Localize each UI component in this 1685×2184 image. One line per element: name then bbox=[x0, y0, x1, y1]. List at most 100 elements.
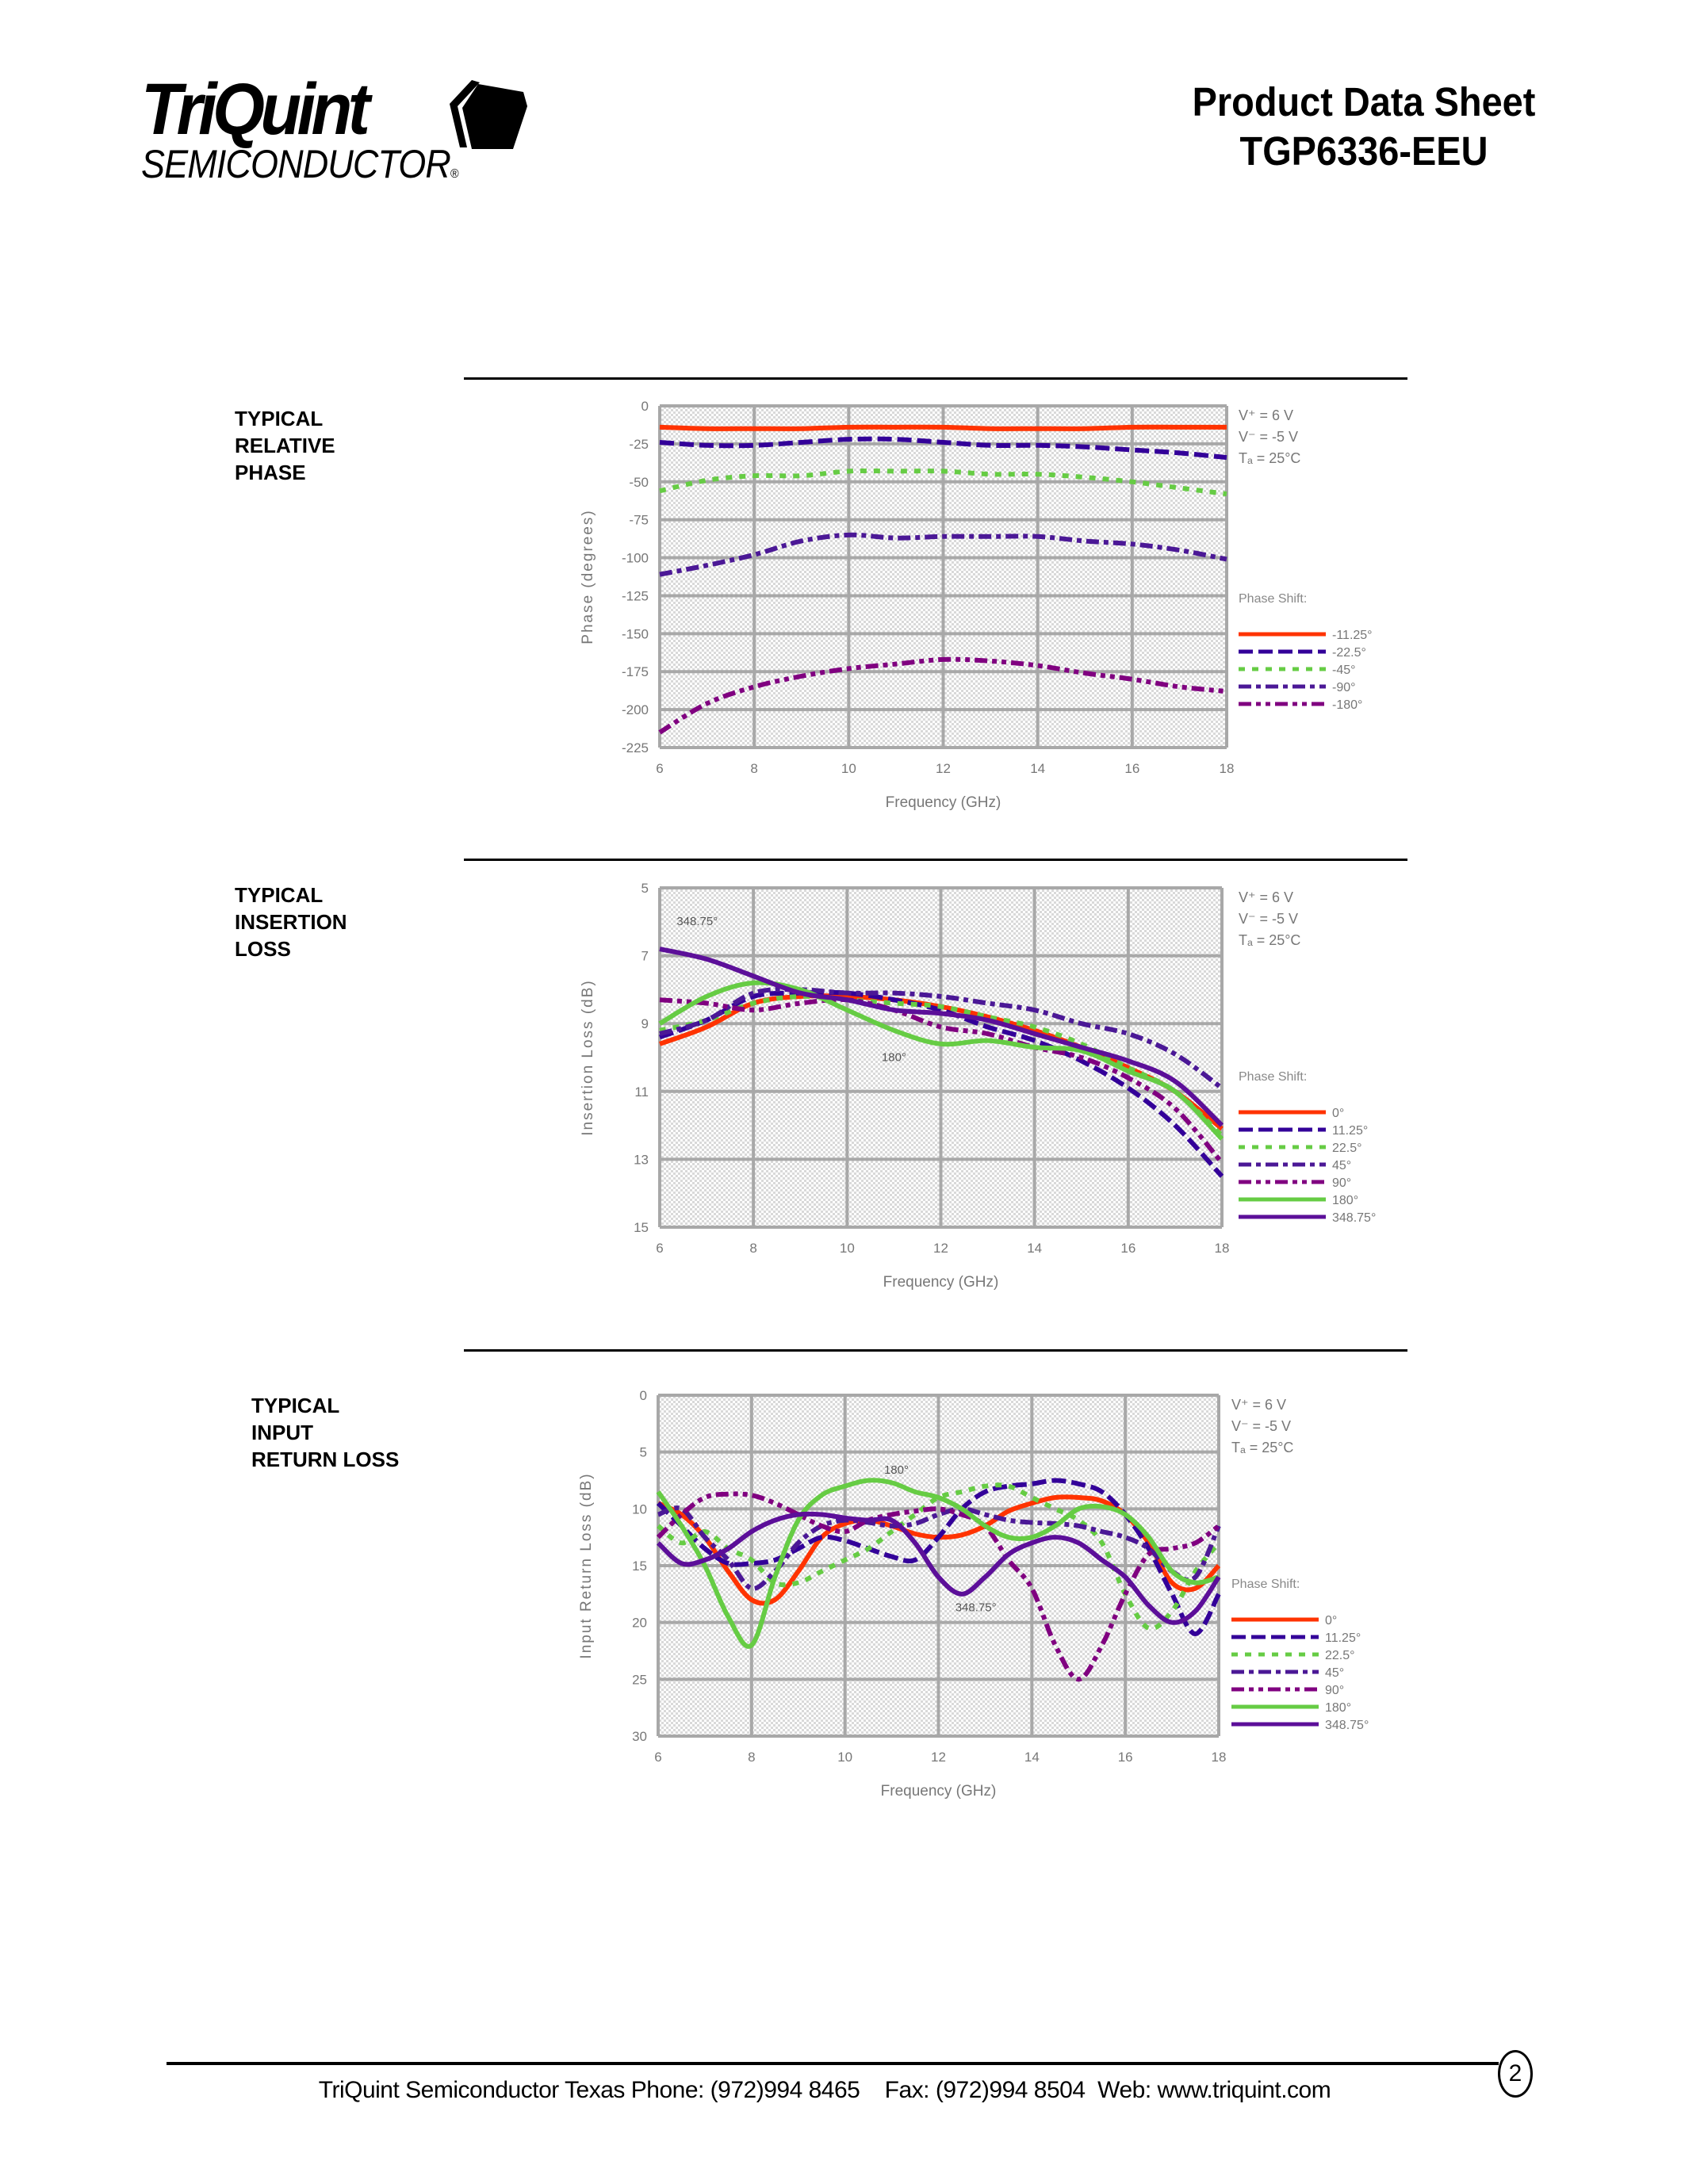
svg-text:22.5°: 22.5° bbox=[1325, 1649, 1355, 1662]
svg-text:-150: -150 bbox=[622, 626, 649, 641]
svg-text:12: 12 bbox=[931, 1750, 946, 1765]
svg-text:0: 0 bbox=[640, 1388, 647, 1403]
svg-text:Frequency (GHz): Frequency (GHz) bbox=[883, 1274, 999, 1291]
legend: V⁺ = 6 V V⁻ = -5 V Tₐ = 25°C Phase Shift: 0°… bbox=[1231, 1397, 1369, 1732]
title-line-1: Product Data Sheet bbox=[1192, 79, 1536, 124]
svg-text:20: 20 bbox=[632, 1616, 647, 1631]
series-line bbox=[656, 1511, 1221, 1625]
series-line bbox=[659, 468, 1227, 497]
svg-text:-100: -100 bbox=[622, 551, 649, 566]
document-title: Product Data Sheet TGP6336-EEU bbox=[967, 78, 1685, 176]
svg-text:Tₐ = 25°C: Tₐ = 25°C bbox=[1239, 450, 1300, 466]
svg-text:7: 7 bbox=[641, 949, 649, 964]
footer-contact: TriQuint Semiconductor Texas Phone: (972… bbox=[318, 2077, 1331, 2103]
svg-text:10: 10 bbox=[840, 1241, 855, 1256]
svg-text:5: 5 bbox=[641, 881, 649, 896]
svg-text:0: 0 bbox=[641, 399, 649, 414]
series-line bbox=[658, 656, 1227, 735]
svg-text:14: 14 bbox=[1030, 761, 1045, 776]
svg-text:18: 18 bbox=[1220, 761, 1235, 776]
series-line bbox=[659, 436, 1227, 461]
series-line bbox=[659, 993, 1224, 1138]
svg-text:Insertion Loss (dB): Insertion Loss (dB) bbox=[580, 979, 596, 1135]
series-line bbox=[656, 1478, 1220, 1649]
svg-text:8: 8 bbox=[748, 1750, 755, 1765]
svg-text:15: 15 bbox=[634, 1220, 649, 1235]
svg-text:Tₐ = 25°C: Tₐ = 25°C bbox=[1231, 1440, 1293, 1455]
series-line bbox=[658, 993, 1224, 1131]
svg-text:-175: -175 bbox=[622, 664, 649, 679]
svg-text:180°: 180° bbox=[1325, 1701, 1351, 1715]
section-rule-return bbox=[464, 1349, 1407, 1352]
svg-text:Phase Shift:: Phase Shift: bbox=[1239, 592, 1307, 606]
pentagon-logo-icon bbox=[450, 80, 527, 149]
svg-text:16: 16 bbox=[1120, 1241, 1135, 1256]
series-line bbox=[659, 996, 1224, 1165]
series-line bbox=[659, 947, 1224, 1127]
grid bbox=[658, 404, 1228, 749]
svg-text:45°: 45° bbox=[1332, 1159, 1351, 1172]
legend: V⁺ = 6 V V⁻ = -5 V Tₐ = 25°C Phase Shift: 0°… bbox=[1239, 889, 1376, 1225]
svg-text:-75: -75 bbox=[629, 513, 649, 528]
svg-text:10: 10 bbox=[632, 1501, 647, 1517]
section-rule-insertion bbox=[464, 859, 1407, 861]
section-rule-phase bbox=[464, 377, 1407, 380]
svg-text:-200: -200 bbox=[622, 702, 649, 717]
logo-wordmark: TriQuint bbox=[141, 69, 370, 150]
legend: V⁺ = 6 V V⁻ = -5 V Tₐ = 25°C Phase Shift: -1… bbox=[1239, 407, 1373, 712]
svg-text:5: 5 bbox=[640, 1445, 647, 1460]
series-line bbox=[657, 1505, 1221, 1591]
svg-text:348.75°: 348.75° bbox=[955, 1601, 997, 1614]
svg-text:-180°: -180° bbox=[1332, 698, 1362, 712]
svg-text:16: 16 bbox=[1124, 761, 1139, 776]
grid bbox=[657, 1394, 1220, 1738]
svg-text:11.25°: 11.25° bbox=[1332, 1124, 1368, 1138]
svg-text:-225: -225 bbox=[622, 740, 649, 755]
svg-text:10: 10 bbox=[841, 761, 856, 776]
svg-text:90°: 90° bbox=[1325, 1684, 1344, 1697]
svg-text:348.75°: 348.75° bbox=[676, 915, 718, 928]
footer-rule bbox=[167, 2062, 1499, 2065]
series-line bbox=[659, 987, 1224, 1090]
svg-text:25: 25 bbox=[632, 1672, 647, 1687]
svg-text:Frequency (GHz): Frequency (GHz) bbox=[886, 794, 1001, 811]
svg-text:180°: 180° bbox=[1332, 1194, 1358, 1207]
svg-text:14: 14 bbox=[1024, 1750, 1040, 1765]
svg-text:9: 9 bbox=[641, 1016, 649, 1031]
svg-text:Tₐ = 25°C: Tₐ = 25°C bbox=[1239, 932, 1300, 948]
series-line bbox=[656, 1478, 1221, 1637]
svg-text:6: 6 bbox=[656, 1241, 663, 1256]
series-line bbox=[658, 980, 1224, 1141]
svg-text:Input Return Loss (dB): Input Return Loss (dB) bbox=[578, 1472, 595, 1658]
grid bbox=[658, 886, 1224, 1229]
svg-text:6: 6 bbox=[654, 1750, 661, 1765]
svg-text:-22.5°: -22.5° bbox=[1332, 646, 1366, 660]
svg-text:V⁺ = 6 V: V⁺ = 6 V bbox=[1239, 889, 1293, 905]
svg-text:45°: 45° bbox=[1325, 1666, 1344, 1680]
svg-text:Phase (degrees): Phase (degrees) bbox=[580, 509, 596, 644]
svg-text:V⁻ = -5 V: V⁻ = -5 V bbox=[1239, 911, 1298, 927]
svg-text:180°: 180° bbox=[882, 1050, 906, 1064]
page-number: 2 bbox=[1498, 2050, 1533, 2098]
svg-text:0°: 0° bbox=[1332, 1107, 1344, 1120]
svg-text:12: 12 bbox=[936, 761, 951, 776]
svg-text:8: 8 bbox=[749, 1241, 756, 1256]
svg-text:-90°: -90° bbox=[1332, 681, 1356, 694]
series-line bbox=[659, 532, 1227, 577]
svg-text:-11.25°: -11.25° bbox=[1332, 629, 1373, 642]
svg-text:Frequency (GHz): Frequency (GHz) bbox=[881, 1783, 997, 1800]
logo-subtitle: SEMICONDUCTOR® bbox=[141, 142, 459, 186]
svg-text:18: 18 bbox=[1212, 1750, 1227, 1765]
svg-text:6: 6 bbox=[656, 761, 663, 776]
section-label-relative-phase: TYPICAL RELATIVE PHASE bbox=[235, 407, 335, 484]
svg-text:11: 11 bbox=[634, 1084, 649, 1100]
title-line-2: TGP6336-EEU bbox=[1239, 128, 1488, 174]
svg-text:14: 14 bbox=[1027, 1241, 1042, 1256]
series-line bbox=[657, 1494, 1221, 1606]
svg-text:V⁻ = -5 V: V⁻ = -5 V bbox=[1239, 429, 1298, 445]
